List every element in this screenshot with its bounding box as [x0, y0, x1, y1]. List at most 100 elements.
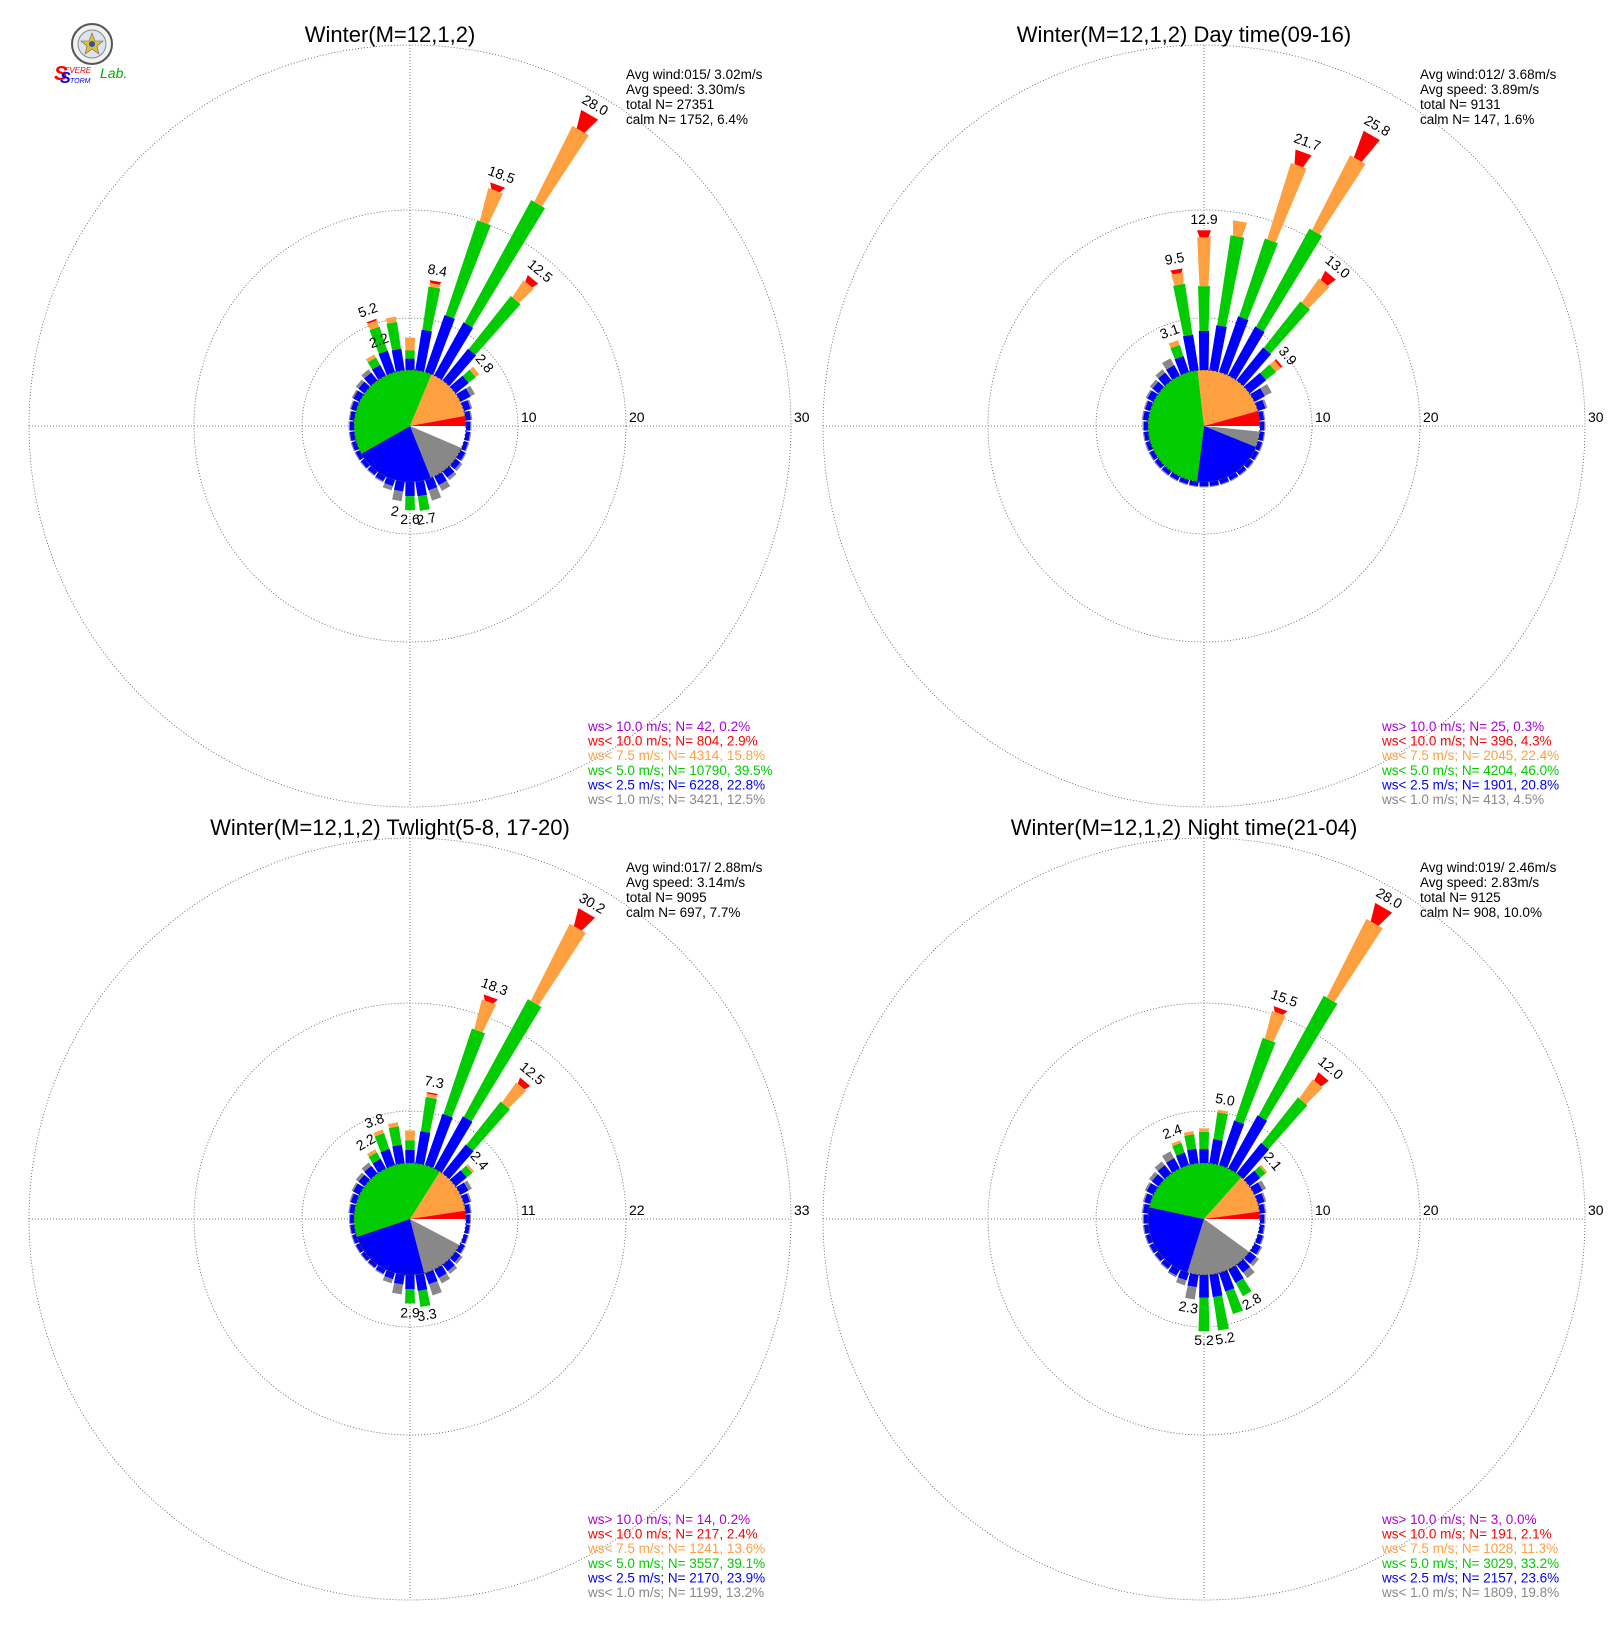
legend-entry: ws< 1.0 m/s; N= 413, 4.5% [1381, 792, 1544, 807]
petal-segment [349, 1203, 356, 1214]
petal-segment [1143, 400, 1149, 410]
petal-segment [1161, 1259, 1172, 1269]
petal-segment [438, 480, 451, 491]
petal-segment [1250, 1182, 1263, 1195]
petal-segment [1144, 442, 1149, 452]
petal-segment [1198, 330, 1210, 370]
petal-value-label: 2.3 [1177, 1298, 1199, 1317]
petal-segment [1161, 466, 1172, 476]
petal-segment [450, 1170, 467, 1187]
petal-segment [1153, 461, 1161, 469]
petal-segment [466, 1101, 511, 1151]
petal-segment [426, 1093, 438, 1099]
petal-segment [1260, 364, 1277, 380]
windrose-panel-1: 10 20 303.19.512.921.725.813.03.9Winter(M=… [822, 22, 1604, 808]
petal-segment [353, 390, 364, 402]
petal-segment [371, 364, 386, 380]
logo-word-lab: Lab. [100, 65, 127, 81]
petal-segment [1217, 1109, 1229, 1114]
petal-segment [366, 1149, 377, 1157]
legend-entry: ws< 5.0 m/s; N= 3557, 39.1% [587, 1556, 765, 1571]
petal-segment [355, 450, 364, 461]
stats-line: calm N= 1752, 6.4% [626, 112, 748, 127]
petal-segment [361, 369, 372, 379]
chart-title: Winter(M=12,1,2) Day time(09-16) [1017, 22, 1351, 47]
petal-segment [1259, 1164, 1268, 1174]
petal-segment [1370, 902, 1393, 926]
petal-segment [468, 1224, 471, 1235]
petal-segment [442, 1259, 455, 1272]
petal-segment [1262, 399, 1268, 409]
petal-segment [1152, 381, 1164, 394]
petal-segment [415, 1273, 428, 1291]
petal-segment [1320, 270, 1336, 286]
petal-segment [385, 316, 397, 324]
petal-segment [1254, 1166, 1266, 1178]
petal-segment [351, 1235, 356, 1245]
petal-segment [1141, 410, 1145, 420]
petal-segment [450, 1251, 461, 1263]
petal-segment [434, 1116, 473, 1173]
petal-segment [460, 1165, 473, 1178]
petal-segment [405, 358, 415, 370]
petal-segment [466, 385, 475, 397]
legend-entry: ws< 2.5 m/s; N= 1901, 20.8% [1381, 777, 1559, 792]
petal-segment [1256, 228, 1323, 332]
legend-entry: ws> 10.0 m/s; N= 42, 0.2% [587, 719, 750, 734]
petal-segment [464, 1203, 471, 1214]
petal-segment [1228, 326, 1265, 380]
stats-line: Avg speed: 3.89m/s [1420, 82, 1539, 97]
petal-segment [353, 1183, 364, 1195]
petal-segment [392, 489, 404, 502]
petal-segment [424, 1270, 438, 1285]
petal-segment [373, 1129, 384, 1137]
petal-segment [354, 452, 360, 461]
pie-slice [356, 1219, 425, 1276]
petal-segment [1142, 1192, 1148, 1203]
petal-segment [1168, 340, 1180, 349]
petal-segment [1145, 389, 1152, 399]
petal-segment [1143, 431, 1150, 441]
petal-segment [351, 440, 359, 451]
petal-segment [1162, 358, 1175, 370]
pie-slice [1196, 426, 1256, 482]
petal-segment [350, 1193, 359, 1205]
petal-segment [1258, 431, 1265, 441]
pie-slice [1204, 1177, 1260, 1219]
petal-segment [1199, 482, 1209, 487]
petal-segment [464, 1224, 470, 1234]
petal-segment [464, 431, 471, 441]
petal-segment [1179, 477, 1190, 485]
petal-segment [1142, 1214, 1144, 1224]
petal-segment [424, 477, 438, 491]
petal-segment [1178, 481, 1188, 486]
petal-segment [348, 410, 352, 420]
petal-segment [474, 999, 497, 1033]
petal-segment [442, 1144, 474, 1179]
petal-segment [445, 220, 491, 319]
petal-segment [442, 466, 455, 478]
stats-line: total N= 9125 [1420, 890, 1501, 905]
petal-segment [1148, 1171, 1158, 1182]
petal-segment [1314, 1072, 1329, 1087]
logo-word-evere: EVERE [64, 66, 92, 75]
petal-segment [1209, 325, 1227, 372]
legend-entry: ws< 10.0 m/s; N= 217, 2.4% [587, 1527, 758, 1542]
legend-entry: ws< 2.5 m/s; N= 2157, 23.6% [1381, 1570, 1559, 1585]
seal-icon [71, 23, 113, 65]
petal-segment [374, 476, 384, 483]
petal-segment [1198, 1131, 1210, 1150]
petal-segment [1148, 1245, 1154, 1254]
petal-segment [1199, 486, 1209, 488]
petal-segment [367, 1259, 378, 1268]
petal-segment [349, 400, 355, 410]
petal-segment [358, 381, 370, 394]
petal-segment [1143, 1214, 1148, 1224]
ring-label: 33 [794, 1202, 810, 1218]
petal-segment [1174, 355, 1190, 375]
stats-line: calm N= 908, 10.0% [1420, 905, 1542, 920]
petal-segment [1149, 379, 1159, 389]
petal-segment [428, 1281, 442, 1296]
petal-segment [1258, 1224, 1265, 1234]
petal-segment [405, 496, 415, 511]
